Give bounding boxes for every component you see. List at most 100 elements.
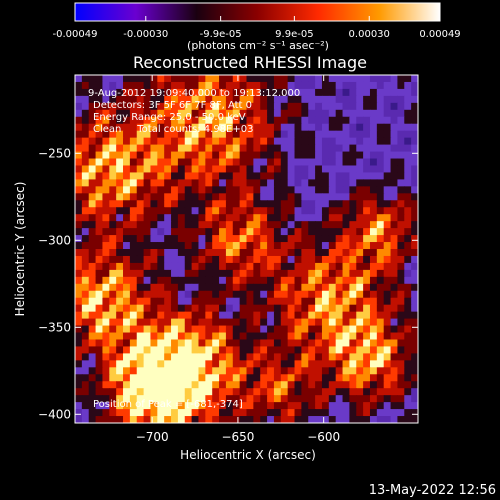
heatmap-cell [184, 255, 193, 264]
heatmap-cell [328, 95, 337, 104]
colorbar-tick-label: 0.00030 [349, 29, 390, 40]
heatmap-cell [294, 318, 302, 327]
heatmap-cell [404, 214, 412, 222]
heatmap-cell [109, 304, 117, 313]
heatmap-cell [225, 353, 234, 361]
heatmap-cell [294, 179, 302, 187]
heatmap-cell [267, 269, 275, 278]
heatmap-cell [225, 123, 234, 132]
heatmap-cell [328, 242, 337, 250]
heatmap-cell [301, 290, 309, 299]
heatmap-cell [404, 367, 412, 375]
heatmap-cell [205, 395, 213, 403]
heatmap-cell [273, 255, 282, 264]
heatmap-cell [205, 283, 213, 292]
heatmap-cell [246, 81, 254, 90]
heatmap-cell [143, 221, 152, 229]
heatmap-cell [280, 339, 289, 348]
heatmap-cell [164, 395, 172, 403]
heatmap-cell [116, 395, 124, 403]
heatmap-cell [129, 402, 138, 410]
heatmap-cell [342, 353, 350, 361]
heatmap-cell [239, 165, 248, 174]
heatmap-cell [363, 381, 371, 389]
heatmap-cell [397, 311, 405, 320]
heatmap-cell [225, 262, 234, 271]
heatmap-cell [356, 165, 364, 174]
heatmap-cell [363, 332, 371, 341]
heatmap-cell [157, 75, 165, 83]
heatmap-cell [328, 88, 337, 97]
heatmap-cell [219, 262, 227, 271]
heatmap-cell [239, 255, 248, 264]
heatmap-cell [363, 249, 371, 257]
heatmap-cell [260, 381, 268, 389]
heatmap-cell [212, 242, 220, 250]
heatmap-cell [177, 297, 186, 306]
heatmap-cell [239, 297, 248, 306]
heatmap-cell [383, 325, 392, 334]
heatmap-cell [136, 200, 145, 208]
heatmap-cell [287, 109, 296, 118]
heatmap-cell [342, 255, 350, 264]
heatmap-cell [109, 249, 117, 257]
heatmap-cell [88, 283, 97, 292]
heatmap-cell [232, 276, 241, 285]
colorbar-tick-label: 9.9e-05 [275, 29, 313, 40]
heatmap-cell [191, 165, 200, 174]
heatmap-cell [404, 123, 412, 132]
heatmap-cell [397, 207, 405, 215]
heatmap-cell [191, 283, 200, 292]
heatmap-cell [109, 290, 117, 299]
heatmap-cell [315, 75, 323, 83]
heatmap-cell [219, 151, 227, 160]
heatmap-cell [267, 158, 275, 167]
heatmap-cell [198, 81, 206, 90]
heatmap-cell [232, 409, 241, 417]
heatmap-cell [81, 165, 90, 174]
heatmap-cell [171, 325, 179, 334]
heatmap-cell [136, 381, 145, 389]
heatmap-cell [335, 276, 344, 285]
heatmap-cell [273, 137, 282, 146]
heatmap-cell [225, 144, 234, 153]
heatmap-cell [136, 109, 145, 118]
heatmap-cell [273, 332, 282, 341]
heatmap-cell [246, 388, 254, 396]
heatmap-cell [328, 290, 337, 299]
heatmap-cell [150, 374, 158, 382]
heatmap-cell [321, 102, 330, 111]
heatmap-cell [315, 130, 323, 139]
heatmap-cell [321, 130, 330, 139]
heatmap-cell [191, 116, 200, 125]
heatmap-cell [232, 311, 241, 320]
heatmap-cell [75, 381, 83, 389]
heatmap-cell [369, 346, 378, 354]
heatmap-cell [81, 144, 90, 153]
heatmap-cell [404, 186, 412, 194]
heatmap-cell [383, 81, 392, 90]
heatmap-cell [253, 395, 261, 403]
heatmap-cell [239, 304, 248, 313]
heatmap-cell [116, 269, 124, 278]
heatmap-cell [280, 186, 289, 194]
heatmap-cell [109, 228, 117, 236]
heatmap-cell [246, 200, 254, 208]
heatmap-cell [116, 388, 124, 396]
heatmap-cell [225, 228, 234, 236]
heatmap-cell [109, 165, 117, 174]
heatmap-cell [315, 367, 323, 375]
heatmap-cell [404, 346, 412, 354]
heatmap-cell [335, 339, 344, 348]
heatmap-cell [404, 416, 412, 423]
heatmap-cell [129, 360, 138, 368]
heatmap-cell [383, 75, 392, 83]
heatmap-cell [143, 262, 152, 271]
heatmap-cell [102, 102, 110, 111]
heatmap-cell [205, 116, 213, 125]
heatmap-cell [95, 339, 104, 348]
heatmap-cell [136, 353, 145, 361]
heatmap-cell [335, 311, 344, 320]
heatmap-cell [95, 353, 104, 361]
chart-title: Reconstructed RHESSI Image [133, 53, 367, 72]
